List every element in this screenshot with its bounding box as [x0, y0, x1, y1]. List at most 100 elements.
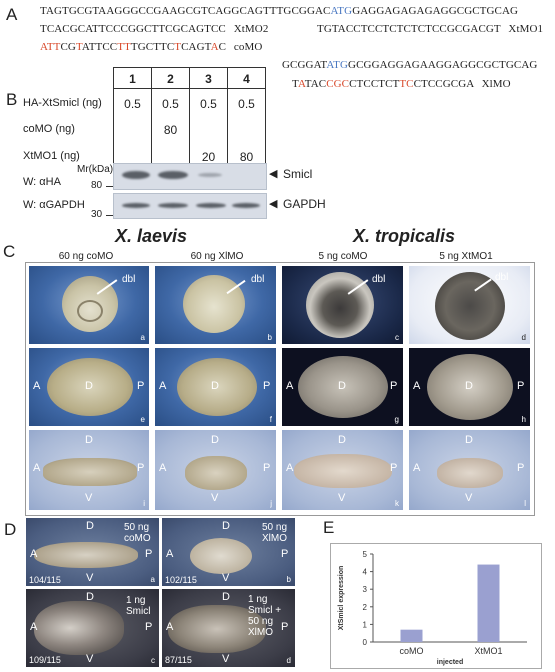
column-header: 60 ng coMO	[58, 251, 114, 262]
sequence-line-xlmo: TATACCGCCTCCTCTTCCTCCGCGA XlMO	[292, 78, 511, 90]
condition-line: XlMO	[262, 533, 287, 544]
cell-letter: e	[140, 415, 145, 424]
condition-label: 50 ng XlMO	[262, 522, 287, 544]
cell-letter: a	[150, 575, 155, 584]
y-tick-label: 1	[363, 620, 368, 629]
cell-letter: c	[395, 333, 399, 342]
seq-part: A	[297, 78, 305, 90]
lane-number: 1	[129, 72, 136, 86]
axis-label-d: D	[211, 434, 219, 446]
column-header: 5 ng coMO	[318, 251, 368, 262]
axis-label-v: V	[338, 492, 346, 504]
table-cell: 80	[239, 150, 254, 164]
axis-label-p: P	[137, 380, 145, 392]
axis-label-d: D	[85, 380, 93, 392]
axis-label-d: D	[222, 520, 230, 532]
seq-part: TC	[399, 78, 414, 90]
lane-number: 2	[167, 72, 174, 86]
y-tick-label: 4	[363, 568, 368, 577]
seq-part: C	[218, 41, 227, 53]
marker-tick	[106, 186, 113, 187]
seq-part: TT	[117, 41, 131, 53]
embryo-image: dbl d	[409, 266, 530, 344]
x-axis-label: injected	[437, 659, 463, 666]
axis-label-a: A	[286, 380, 294, 392]
sequence-line-laevis: GCGGATATGGCGGAGGAGAAGGAGGCGCTGCAG	[282, 59, 537, 71]
embryo-image: D A P V k	[282, 430, 403, 510]
seq-part: GCGGAGGAGAAGGAGGCGCTGCAG	[348, 59, 538, 71]
table-cell: 20	[201, 150, 216, 164]
seq-part: CTCCTCT	[349, 78, 400, 90]
species-tropicalis: X. tropicalis	[353, 226, 456, 246]
axis-label-a: A	[413, 462, 421, 474]
start-codon: ATG	[330, 5, 353, 17]
embryo-image: dbl c	[282, 266, 403, 344]
sequence-line-como: ATTCGTATTCCTTTGCTTCTCAGTAC coMO	[40, 41, 262, 53]
axis-label-a: A	[166, 621, 174, 633]
cell-letter: b	[286, 575, 291, 584]
condition-line: 1 ng	[248, 594, 268, 605]
axis-label-p: P	[137, 462, 145, 474]
panel-c-letter: C	[3, 242, 16, 261]
condition-label: 1 ng Smicl + 50 ng XlMO	[248, 594, 281, 638]
panel-d-letter: D	[4, 520, 17, 539]
axis-label-v: V	[85, 492, 93, 504]
axis-label-p: P	[145, 548, 153, 560]
xlmo-label: XlMO	[481, 78, 511, 90]
embryo-image: D A P V l	[409, 430, 530, 510]
axis-label-d: D	[465, 380, 473, 392]
cell-letter: k	[395, 499, 399, 508]
embryo-count: 102/115	[165, 575, 197, 585]
table-cell: 0.5	[200, 97, 217, 111]
xtmo2-label: XtMO2	[233, 23, 269, 35]
cell-letter: i	[143, 499, 145, 508]
mr-label: Mr(kDa)	[77, 164, 114, 175]
panel-e-letter: E	[323, 518, 335, 537]
axis-label-p: P	[281, 621, 289, 633]
embryo-image: A D P e	[29, 348, 149, 426]
seq-part: CTCCGCGA	[413, 78, 474, 90]
gapdh-band	[122, 203, 150, 208]
axis-label-d: D	[465, 434, 473, 446]
axis-label-d: D	[338, 380, 346, 392]
axis-label-a: A	[33, 380, 41, 392]
dbl-label: dbl	[372, 274, 386, 285]
cell-letter: f	[269, 415, 272, 424]
embryo-count: 104/115	[29, 575, 61, 585]
seq-part: TGCTTC	[130, 41, 175, 53]
axis-label-a: A	[413, 380, 421, 392]
seq-part: T	[75, 41, 82, 53]
condition-line: coMO	[124, 533, 151, 544]
axis-label-d: D	[86, 520, 94, 532]
seq-part: ATTCC	[81, 41, 118, 53]
seq-part: GAGGAGAGAGAGGCGCTGCAG	[352, 5, 519, 17]
sequence-line-xtmo1: TGTACCTCCTCTCTCTCCGCGACGT XtMO1	[317, 23, 543, 35]
cell-letter: c	[151, 656, 155, 665]
gapdh-band-label: GAPDH	[283, 197, 326, 211]
axis-label-v: V	[211, 492, 219, 504]
marker-80: 80	[91, 180, 103, 191]
lane-number: 4	[243, 72, 250, 86]
gapdh-arrow: ◀	[269, 198, 278, 210]
ha-band	[122, 171, 150, 179]
y-tick-label: 0	[363, 638, 368, 647]
sequence-line-1: TAGTGCGTAAGGGCCGAAGCGTCAGGCAGTTTGCGGACAT…	[40, 5, 518, 17]
y-tick-label: 2	[363, 603, 368, 612]
seq-xtmo2: TCACGCATTCCCGGCTTCGCAGTCC	[40, 23, 226, 35]
axis-label-p: P	[517, 380, 525, 392]
seq-part: A	[210, 41, 219, 53]
condition-line: 50 ng	[124, 522, 150, 533]
axis-label-a: A	[166, 548, 174, 560]
embryo-image: A D P h	[409, 348, 530, 426]
axis-label-p: P	[263, 380, 271, 392]
axis-label-v: V	[222, 653, 230, 665]
seq-part: TAGTGCGTAAGGGCCGAAGCGTCAGGCAGTTTGCGGAC	[40, 5, 331, 17]
seq-part: CGC	[326, 78, 350, 90]
table-cell: 0.5	[238, 97, 255, 111]
gapdh-blot	[113, 193, 267, 219]
dbl-label: dbl	[495, 272, 509, 283]
axis-label-p: P	[390, 462, 398, 474]
embryo-count: 109/115	[29, 655, 61, 665]
embryo-image: D A P V 50 ng coMO 104/115 a	[26, 518, 159, 586]
cell-letter: g	[394, 415, 399, 424]
